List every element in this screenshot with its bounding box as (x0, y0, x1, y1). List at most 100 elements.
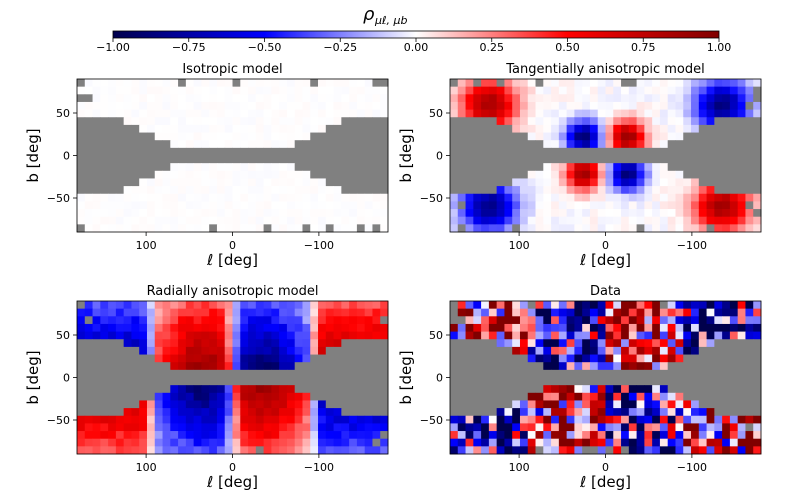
heatmap-cell (224, 163, 233, 172)
heatmap-cell (714, 155, 723, 164)
heatmap-cell (621, 431, 630, 440)
heatmap-cell (558, 186, 568, 195)
heatmap-cell (659, 132, 669, 141)
heatmap-cell (636, 392, 645, 401)
heatmap-cell (193, 109, 202, 118)
heatmap-cell (582, 339, 591, 348)
heatmap-cell (457, 301, 466, 310)
heatmap-cell (263, 224, 272, 233)
heatmap-cell (131, 408, 140, 417)
heatmap-cell (667, 201, 676, 210)
heatmap-cell (224, 155, 233, 164)
heatmap-cell (77, 446, 86, 455)
heatmap-cell (162, 369, 171, 378)
heatmap-cell (139, 140, 148, 149)
heatmap-cell (123, 316, 132, 325)
heatmap-cell (691, 316, 700, 325)
heatmap-cell (310, 301, 319, 310)
heatmap-cell (279, 155, 288, 164)
heatmap-cell (100, 163, 109, 172)
heatmap-cell (574, 431, 583, 440)
heatmap-cell (349, 377, 358, 386)
heatmap-cell (659, 415, 669, 424)
heatmap-cell (457, 400, 466, 409)
heatmap-cell (465, 362, 474, 371)
heatmap-cell (185, 423, 195, 432)
heatmap-cell (737, 178, 746, 187)
heatmap-cell (154, 339, 163, 348)
heatmap-cell (333, 94, 342, 103)
heatmap-cell (551, 201, 560, 210)
heatmap-cell (644, 86, 653, 95)
heatmap-cell (279, 323, 288, 332)
heatmap-cell (294, 178, 303, 187)
heatmap-cell (745, 354, 754, 363)
heatmap-cell (457, 170, 466, 179)
heatmap-cell (465, 423, 474, 432)
heatmap-cell (519, 155, 529, 164)
heatmap-cell (605, 170, 614, 179)
heatmap-cell (706, 438, 715, 447)
heatmap-cell (185, 316, 195, 325)
heatmap-cell (263, 132, 272, 141)
heatmap-cell (698, 400, 707, 409)
heatmap-cell (131, 362, 140, 371)
heatmap-cell (488, 155, 498, 164)
heatmap-cell (279, 423, 288, 432)
heatmap-cell (659, 209, 669, 218)
heatmap-cell (349, 331, 358, 340)
heatmap-cell (667, 86, 676, 95)
heatmap-cell (481, 362, 490, 371)
heatmap-cell (154, 209, 163, 218)
heatmap-cell (193, 354, 202, 363)
heatmap-cell (279, 147, 288, 156)
heatmap-cell (170, 86, 179, 95)
heatmap-cell (512, 224, 521, 233)
heatmap-cell (201, 431, 210, 440)
heatmap-cell (613, 94, 622, 103)
heatmap-cell (496, 224, 505, 233)
heatmap-cell (745, 446, 754, 455)
heatmap-cell (566, 415, 575, 424)
heatmap-cell (123, 124, 132, 133)
heatmap-cell (504, 186, 513, 195)
heatmap-cell (504, 94, 513, 103)
heatmap-cell (154, 178, 163, 187)
heatmap-cell (582, 392, 591, 401)
heatmap-cell (465, 400, 474, 409)
heatmap-cell (178, 186, 187, 195)
heatmap-cell (504, 101, 513, 110)
heatmap-cell (714, 209, 723, 218)
heatmap-cell (294, 79, 303, 88)
heatmap-cell (100, 316, 109, 325)
heatmap-cell (248, 170, 257, 179)
heatmap-cell (131, 178, 140, 187)
heatmap-cell (543, 415, 552, 424)
heatmap-cell (201, 369, 210, 378)
heatmap-cell (162, 163, 171, 172)
heatmap-cell (473, 446, 482, 455)
heatmap-cell (178, 377, 187, 386)
heatmap-cell (574, 147, 583, 156)
heatmap-cell (582, 346, 591, 355)
heatmap-cell (201, 140, 210, 149)
heatmap-cell (659, 178, 669, 187)
heatmap-cell (745, 431, 754, 440)
heatmap-cell (209, 354, 218, 363)
heatmap-cell (659, 377, 669, 386)
heatmap-cell (691, 193, 700, 202)
heatmap-cell (527, 316, 536, 325)
heatmap-cell (535, 377, 544, 386)
heatmap-cell (450, 446, 459, 455)
heatmap-cell (659, 323, 669, 332)
heatmap-cell (349, 186, 358, 195)
heatmap-cell (108, 147, 117, 156)
heatmap-cell (558, 155, 568, 164)
heatmap-cell (605, 163, 614, 172)
heatmap-cell (178, 446, 187, 455)
heatmap-cell (450, 163, 459, 172)
heatmap-cell (683, 193, 692, 202)
heatmap-cell (349, 178, 358, 187)
heatmap-cell (115, 415, 125, 424)
heatmap-cell (349, 339, 358, 348)
